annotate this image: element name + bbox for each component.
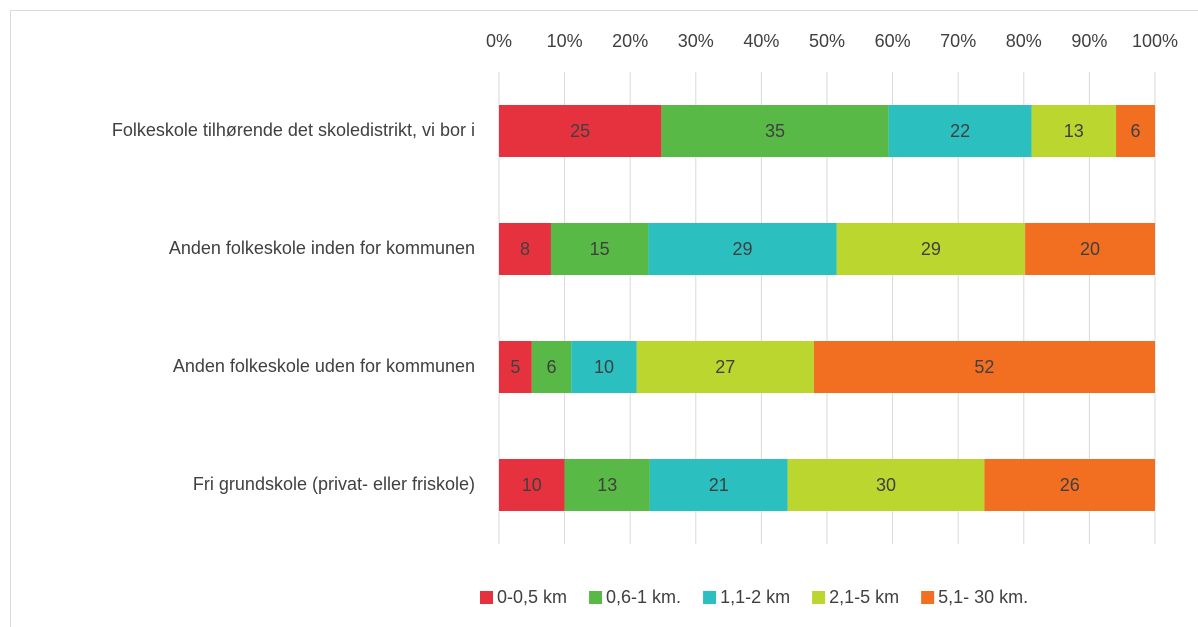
bar-segment <box>1025 223 1155 275</box>
legend-label: 5,1- 30 km. <box>938 587 1028 607</box>
bar-segment <box>1116 105 1155 157</box>
data-label: 6 <box>1131 121 1141 141</box>
data-label: 29 <box>733 239 753 259</box>
data-label: 30 <box>876 475 896 495</box>
y-tick-label: Fri grundskole (privat- eller friskole) <box>193 474 475 494</box>
data-label: 20 <box>1080 239 1100 259</box>
bar-segment <box>499 341 532 393</box>
x-tick-label: 80% <box>1006 31 1042 51</box>
y-tick-label: Folkeskole tilhørende det skoledistrikt,… <box>112 120 475 140</box>
bar-segment <box>499 459 565 511</box>
bar-segment <box>836 223 1026 275</box>
legend-swatch <box>812 591 826 604</box>
data-label: 5 <box>510 357 520 377</box>
x-tick-label: 20% <box>612 31 648 51</box>
bar-segment <box>649 459 788 511</box>
data-label: 13 <box>1064 121 1084 141</box>
x-tick-label: 10% <box>547 31 583 51</box>
bar-segment <box>787 459 985 511</box>
data-label: 10 <box>594 357 614 377</box>
legend-label: 0,6-1 km. <box>606 587 681 607</box>
bar-segment <box>813 341 1155 393</box>
data-label: 21 <box>709 475 729 495</box>
data-label: 25 <box>570 121 590 141</box>
x-tick-label: 0% <box>486 31 512 51</box>
legend-label: 2,1-5 km <box>829 587 899 607</box>
bar-segment <box>1031 105 1117 157</box>
legend-swatch <box>921 591 935 604</box>
x-tick-label: 100% <box>1132 31 1178 51</box>
x-tick-label: 70% <box>940 31 976 51</box>
data-label: 35 <box>765 121 785 141</box>
data-label: 13 <box>597 475 617 495</box>
data-label: 6 <box>546 357 556 377</box>
legend-label: 1,1-2 km <box>720 587 790 607</box>
y-tick-label: Anden folkeskole uden for kommunen <box>173 356 475 376</box>
x-tick-label: 40% <box>743 31 779 51</box>
x-tick-label: 30% <box>678 31 714 51</box>
x-tick-label: 50% <box>809 31 845 51</box>
bar-segment <box>661 105 889 157</box>
data-label: 22 <box>950 121 970 141</box>
data-label: 15 <box>590 239 610 259</box>
data-label: 27 <box>715 357 735 377</box>
x-tick-label: 90% <box>1071 31 1107 51</box>
x-tick-label: 60% <box>875 31 911 51</box>
data-label: 26 <box>1060 475 1080 495</box>
bar-segment <box>571 341 637 393</box>
bar-segment <box>888 105 1032 157</box>
legend-swatch <box>480 591 493 604</box>
data-label: 10 <box>522 475 542 495</box>
data-label: 8 <box>520 239 530 259</box>
bar-segment <box>499 223 551 275</box>
bar-segment <box>499 105 662 157</box>
y-tick-label: Anden folkeskole inden for kommunen <box>169 238 475 258</box>
bar-segment <box>531 341 572 393</box>
bar-segment <box>564 459 650 511</box>
legend-swatch <box>703 591 717 604</box>
bar-segment <box>550 223 649 275</box>
chart-frame <box>10 10 1198 627</box>
bar-segment <box>636 341 814 393</box>
legend-label: 0-0,5 km <box>497 587 567 607</box>
bar-segment <box>648 223 837 275</box>
bar-segment <box>984 459 1155 511</box>
data-label: 52 <box>974 357 994 377</box>
data-label: 29 <box>921 239 941 259</box>
legend-swatch <box>589 591 603 604</box>
